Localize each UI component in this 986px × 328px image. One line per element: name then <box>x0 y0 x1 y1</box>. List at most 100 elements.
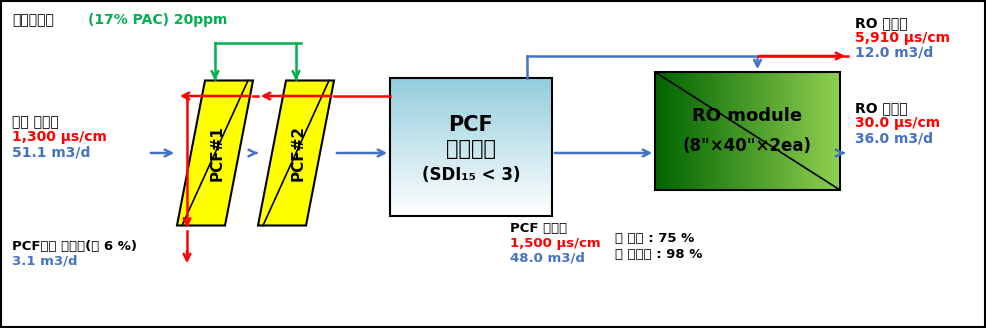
Bar <box>390 118 552 119</box>
Bar <box>743 72 744 190</box>
Bar <box>390 205 552 206</box>
Bar <box>390 83 552 84</box>
Bar <box>812 72 813 190</box>
Bar <box>738 72 739 190</box>
Bar <box>799 72 800 190</box>
Bar <box>773 72 774 190</box>
Bar <box>829 72 830 190</box>
Text: PCF#2: PCF#2 <box>291 125 306 181</box>
Bar <box>798 72 799 190</box>
Bar <box>390 117 552 118</box>
Bar <box>390 116 552 117</box>
Bar <box>390 105 552 106</box>
Bar <box>390 175 552 176</box>
Bar <box>794 72 795 190</box>
Bar <box>780 72 781 190</box>
Bar <box>769 72 770 190</box>
Bar <box>771 72 772 190</box>
Text: PCF 여과수: PCF 여과수 <box>510 221 567 235</box>
Bar <box>715 72 716 190</box>
Bar <box>716 72 717 190</box>
Bar <box>803 72 804 190</box>
Bar <box>721 72 722 190</box>
Bar <box>390 189 552 190</box>
Bar <box>390 78 552 79</box>
Bar <box>691 72 692 190</box>
Bar <box>813 72 814 190</box>
Bar <box>390 164 552 165</box>
Bar <box>390 94 552 95</box>
Text: PCF역세 농축수(약 6 %): PCF역세 농축수(약 6 %) <box>12 239 137 253</box>
Bar <box>390 195 552 196</box>
Bar <box>697 72 698 190</box>
Bar <box>818 72 819 190</box>
Bar <box>770 72 771 190</box>
Bar <box>785 72 786 190</box>
Bar <box>390 112 552 113</box>
Bar <box>390 177 552 178</box>
Bar <box>656 72 657 190</box>
Bar <box>720 72 721 190</box>
Bar <box>390 193 552 194</box>
Bar <box>390 171 552 172</box>
Bar <box>781 72 782 190</box>
Bar <box>718 72 719 190</box>
Bar <box>390 81 552 82</box>
Bar <box>729 72 730 190</box>
Bar <box>806 72 807 190</box>
Bar <box>390 147 552 148</box>
Bar <box>670 72 671 190</box>
Text: 5,910 μs/cm: 5,910 μs/cm <box>855 31 950 45</box>
Bar <box>681 72 682 190</box>
Bar <box>390 180 552 181</box>
Bar <box>390 110 552 111</box>
Bar <box>714 72 715 190</box>
Bar <box>734 72 735 190</box>
Bar <box>836 72 837 190</box>
Bar <box>674 72 675 190</box>
Bar <box>390 155 552 156</box>
Bar <box>390 92 552 93</box>
Bar <box>390 197 552 198</box>
Bar <box>796 72 797 190</box>
Bar <box>390 115 552 116</box>
Bar <box>693 72 694 190</box>
Bar <box>661 72 662 190</box>
Bar <box>730 72 731 190</box>
Bar <box>390 142 552 143</box>
Bar <box>390 134 552 135</box>
Bar <box>708 72 709 190</box>
Text: 36.0 m3/d: 36.0 m3/d <box>855 131 933 145</box>
Bar <box>390 106 552 107</box>
Bar <box>390 187 552 188</box>
Bar <box>390 214 552 215</box>
Bar <box>657 72 658 190</box>
Bar <box>763 72 764 190</box>
Bar <box>659 72 660 190</box>
Bar <box>390 101 552 102</box>
Bar <box>816 72 817 190</box>
Bar <box>390 130 552 131</box>
Bar <box>390 87 552 88</box>
Text: 회 수율 : 75 %: 회 수율 : 75 % <box>615 232 694 244</box>
Bar <box>390 113 552 114</box>
Bar <box>827 72 828 190</box>
Bar <box>808 72 809 190</box>
Bar <box>390 88 552 89</box>
Bar <box>824 72 825 190</box>
Bar <box>390 186 552 187</box>
Bar <box>390 184 552 185</box>
Bar <box>390 128 552 129</box>
Bar <box>390 121 552 122</box>
Bar <box>764 72 765 190</box>
Bar <box>390 151 552 152</box>
Bar <box>710 72 711 190</box>
Bar <box>390 167 552 168</box>
Bar <box>390 181 552 182</box>
Bar <box>665 72 666 190</box>
Bar <box>390 102 552 103</box>
Bar <box>744 72 745 190</box>
Bar <box>390 204 552 205</box>
Bar <box>705 72 706 190</box>
Bar <box>390 198 552 199</box>
